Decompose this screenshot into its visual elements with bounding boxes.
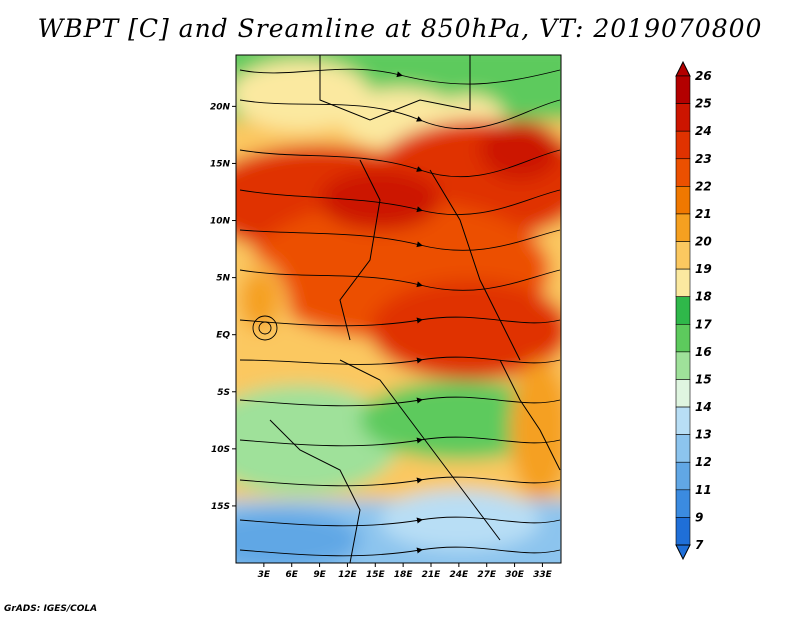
chart-title: WBPT [C] and Sreamline at 850hPa, VT: 20…: [37, 14, 763, 43]
colorbar-label: 22: [695, 179, 712, 193]
x-tick-label: 24E: [450, 570, 470, 580]
colorbar-segment: [675, 517, 691, 546]
colorbar-segment: [675, 489, 691, 518]
colorbar-label: 24: [695, 124, 712, 138]
x-tick-label: 33E: [533, 570, 553, 580]
colorbar-label: 26: [695, 69, 712, 83]
colorbar-label: 14: [695, 400, 712, 414]
colorbar-segment: [675, 351, 691, 380]
colorbar-label: 7: [695, 538, 704, 552]
y-tick-label: 5N: [216, 274, 230, 284]
colorbar-arrow-bottom: [675, 544, 691, 561]
colorbar-label: 9: [695, 510, 703, 524]
colorbar-label: 12: [695, 455, 712, 469]
y-tick-label: 15S: [211, 502, 230, 512]
colorbar-segment: [675, 323, 691, 353]
colorbar-label: 17: [695, 317, 712, 331]
colorbar-label: 21: [695, 207, 712, 221]
colorbar-segment: [675, 406, 691, 435]
y-tick-label: 15N: [210, 159, 231, 169]
y-tick-label: 20N: [210, 102, 231, 112]
colorbar-label: 11: [695, 483, 712, 497]
x-tick-label: 3E: [258, 570, 271, 580]
colorbar-label: 15: [695, 372, 712, 386]
x-tick-label: 12E: [338, 570, 358, 580]
colorbar-segment: [675, 461, 691, 491]
y-tick-label: 10N: [210, 217, 231, 227]
colorbar-segment: [675, 268, 691, 298]
colorbar-segment: [675, 103, 691, 132]
colorbar-label: 23: [695, 152, 712, 166]
wbpt-field: [236, 55, 561, 563]
x-tick-label: 18E: [394, 570, 414, 580]
y-tick-label: EQ: [216, 331, 230, 341]
x-tick-label: 15E: [366, 570, 386, 580]
colorbar-label: 25: [695, 97, 712, 111]
colorbar-segment: [675, 130, 691, 160]
colorbar-label: 20: [695, 235, 712, 249]
colorbar-label: 18: [695, 290, 712, 304]
colorbar-segment: [675, 241, 691, 270]
colorbar: 26 25 24 23 22 21 20 19 18 17 16 15 14 13 12 11 9 7: [675, 60, 712, 561]
colorbar-segment: [675, 186, 691, 215]
y-tick-label: 5S: [217, 388, 230, 398]
colorbar-segment: [675, 379, 691, 408]
colorbar-segment: [675, 75, 691, 104]
colorbar-label: 16: [695, 345, 712, 359]
x-tick-label: 6E: [286, 570, 299, 580]
colorbar-label: 19: [695, 262, 712, 276]
x-tick-label: 21E: [422, 570, 442, 580]
colorbar-segment: [675, 158, 691, 187]
x-axis: 3E 6E 9E 12E 15E 18E 21E 24E 27E 30E 33E: [258, 563, 553, 580]
colorbar-arrow-top: [675, 60, 691, 77]
map-frame: [235, 54, 562, 564]
x-tick-label: 9E: [313, 570, 326, 580]
y-tick-label: 10S: [211, 445, 230, 455]
grads-credit: GrADS: IGES/COLA: [4, 604, 98, 614]
colorbar-segment: [675, 434, 691, 463]
colorbar-segment: [675, 296, 691, 325]
colorbar-label: 13: [695, 428, 712, 442]
x-tick-label: 30E: [505, 570, 525, 580]
y-axis: 20N 15N 10N 5N EQ 5S 10S 15S: [210, 102, 236, 512]
colorbar-segment: [675, 213, 691, 242]
x-tick-label: 27E: [477, 570, 497, 580]
